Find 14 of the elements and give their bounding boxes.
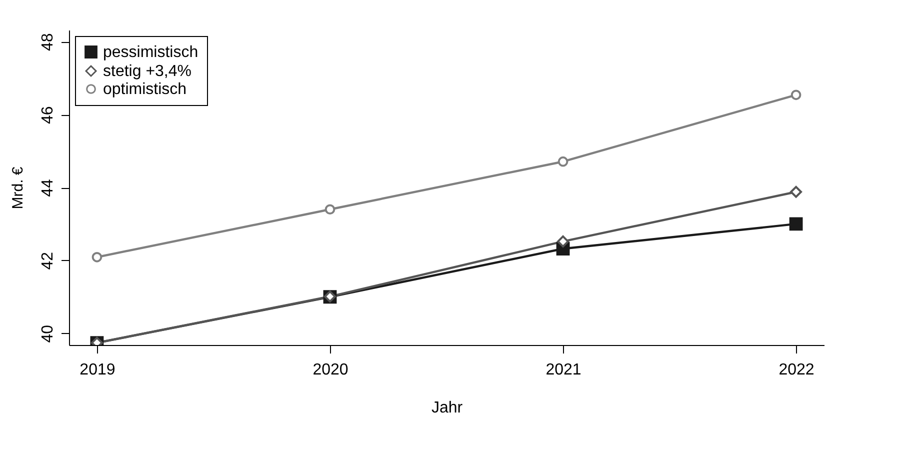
y-tick-label: 42 bbox=[40, 252, 56, 270]
y-tick-label: 40 bbox=[40, 324, 56, 343]
x-tick-label: 2020 bbox=[312, 362, 348, 378]
x-tick-label: 2019 bbox=[80, 362, 116, 378]
x-axis-title: Jahr bbox=[431, 400, 464, 416]
y-tick-label: 46 bbox=[40, 106, 56, 124]
y-tick-label: 48 bbox=[40, 33, 56, 52]
legend-label: pessimistisch bbox=[103, 44, 198, 61]
y-axis-title: Mrd. € bbox=[10, 166, 26, 210]
x-tick-label: 2022 bbox=[778, 362, 814, 378]
y-tick-label: 44 bbox=[40, 179, 56, 197]
legend-label: optimistisch bbox=[103, 81, 187, 98]
x-tick-label: 2021 bbox=[546, 362, 582, 378]
legend-label: stetig +3,4% bbox=[103, 63, 192, 80]
